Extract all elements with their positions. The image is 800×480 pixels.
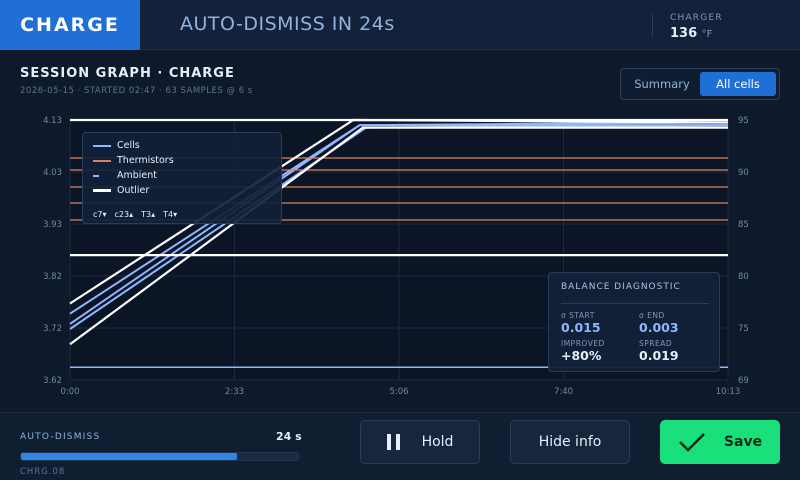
y-right-tick: 85 <box>738 220 749 230</box>
x-tick: 7:40 <box>554 387 573 397</box>
legend-item-thermistors[interactable]: Thermistors <box>93 155 174 166</box>
y-left-tick: 3.93 <box>43 220 62 230</box>
mode-badge: CHARGE <box>0 0 140 50</box>
y-right-tick: 75 <box>738 324 749 334</box>
graph-subtitle: 2026-05-15 · STARTED 02:47 · 63 SAMPLES … <box>20 86 253 96</box>
series-line-outlier <box>69 126 728 346</box>
autodismiss-progress-bar <box>20 452 299 461</box>
improved-value: +80% <box>561 348 602 363</box>
spread-value: 0.019 <box>639 348 679 363</box>
diagnostic-title: BALANCE DIAGNOSTIC <box>561 282 681 292</box>
y-left-tick: 3.62 <box>43 376 62 386</box>
view-toggle: Summary All cells <box>620 68 780 100</box>
hide-info-button[interactable]: Hide info <box>510 420 630 464</box>
autodismiss-label: AUTO-DISMISS <box>20 432 101 442</box>
sigma-end-label: σ END <box>639 311 665 320</box>
pause-icon <box>386 434 400 450</box>
y-right-tick: 69 <box>738 376 749 386</box>
autodismiss-title: AUTO-DISMISS IN 24s <box>180 13 395 35</box>
x-tick: 5:06 <box>389 387 408 397</box>
ambient-swatch <box>93 174 111 177</box>
improved-label: IMPROVED <box>561 339 605 348</box>
top-bar: CHARGE AUTO-DISMISS IN 24s CHARGER 136 °… <box>0 0 800 50</box>
legend-tags: c7▾ c23▴ T3▴ T4▾ <box>93 210 177 219</box>
save-button[interactable]: Save <box>660 420 780 464</box>
outlier-swatch <box>93 189 111 192</box>
balance-diagnostic-panel: BALANCE DIAGNOSTIC σ START 0.015 σ END 0… <box>548 272 720 372</box>
legend-item-outlier[interactable]: Outlier <box>93 185 149 196</box>
save-label: Save <box>723 434 763 450</box>
legend-label: Cells <box>117 140 140 151</box>
divider <box>561 303 709 304</box>
x-tick: 2:33 <box>225 387 244 397</box>
charger-temp-value: 136 <box>670 26 698 41</box>
charger-temp-unit: °F <box>701 29 713 40</box>
y-left-tick: 3.72 <box>43 324 62 334</box>
x-tick: 0:00 <box>60 387 79 397</box>
series-line-cells <box>69 121 729 315</box>
device-id: CHRG.08 <box>20 467 66 477</box>
chart-legend: Cells Thermistors Ambient Outlier c7▾ c2… <box>82 132 282 224</box>
legend-label: Thermistors <box>117 155 174 166</box>
legend-label: Outlier <box>117 185 150 196</box>
sigma-end-value: 0.003 <box>639 320 679 335</box>
hold-label: Hold <box>421 434 454 450</box>
spread-label: SPREAD <box>639 339 673 348</box>
x-tick: 10:13 <box>716 387 741 397</box>
autodismiss-seconds: 24 s <box>276 430 302 443</box>
legend-item-cells[interactable]: Cells <box>93 140 140 151</box>
thermistors-swatch <box>93 159 111 162</box>
tag-t4[interactable]: T4▾ <box>163 210 178 219</box>
tag-c7[interactable]: c7▾ <box>93 210 107 219</box>
y-left-tick: 3.82 <box>43 272 62 282</box>
y-left-tick: 4.03 <box>43 168 62 178</box>
y-left-tick: 4.13 <box>43 116 62 126</box>
tag-c23[interactable]: c23▴ <box>114 210 134 219</box>
y-right-tick: 90 <box>738 168 749 178</box>
charger-temperature: 136 °F <box>670 26 712 41</box>
cells-swatch <box>93 144 111 147</box>
sigma-start-value: 0.015 <box>561 320 601 335</box>
hide-info-label: Hide info <box>538 434 602 450</box>
hold-button[interactable]: Hold <box>360 420 480 464</box>
check-icon <box>679 433 705 452</box>
tab-all-cells[interactable]: All cells <box>700 72 776 96</box>
charger-label: CHARGER <box>670 13 723 23</box>
sigma-start-label: σ START <box>561 311 595 320</box>
tag-t3[interactable]: T3▴ <box>141 210 156 219</box>
chart-ticks: 4.13 95 4.03 90 3.93 85 3.82 80 3.72 75 3.62 69 0:00… <box>43 116 749 397</box>
autodismiss-progress-fill <box>21 453 238 460</box>
tab-summary[interactable]: Summary <box>634 77 690 91</box>
divider <box>652 13 653 37</box>
legend-label: Ambient <box>117 170 158 181</box>
y-right-tick: 95 <box>738 116 749 126</box>
legend-item-ambient[interactable]: Ambient <box>93 170 157 181</box>
y-right-tick: 80 <box>738 272 749 282</box>
graph-title: SESSION GRAPH · CHARGE <box>20 66 235 81</box>
